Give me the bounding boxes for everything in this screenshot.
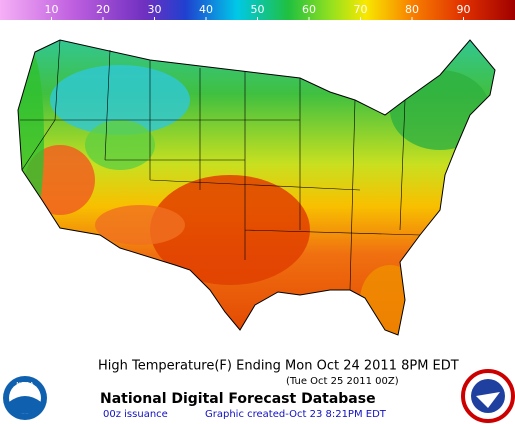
logo-text: NOAA [16,382,34,389]
colorbar-label: 70 [354,3,368,16]
map-title: High Temperature(F) Ending Mon Oct 24 20… [98,359,459,374]
colorbar-label: 10 [45,3,59,16]
colorbar-label: 40 [199,3,213,16]
temperature-field [18,40,495,335]
database-name: National Digital Forecast Database [100,391,376,407]
valid-time: (Tue Oct 25 2011 00Z) [286,376,399,387]
issuance: 00z issuance [103,409,168,420]
colorbar-label: 80 [405,3,419,16]
colorbar-label: 20 [96,3,110,16]
colorbar-label: 90 [457,3,471,16]
state-borders [20,39,421,291]
colorbar-label: 50 [251,3,265,16]
nws-logo [461,369,515,423]
colorbar [0,0,515,20]
noaa-logo: NOAA [3,376,47,420]
created-time: Graphic created-Oct 23 8:21PM EDT [205,409,387,420]
colorbar-label: 60 [302,3,316,16]
colorbar-label: 30 [148,3,162,16]
